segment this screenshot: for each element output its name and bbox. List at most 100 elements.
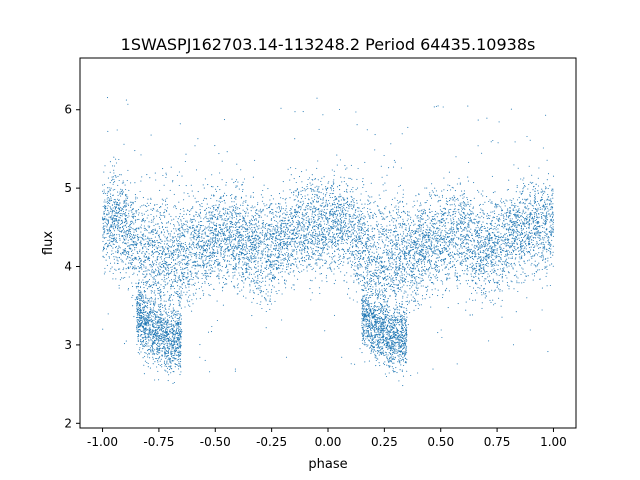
- data-point: [385, 237, 387, 239]
- data-point: [192, 277, 194, 279]
- data-point: [143, 255, 145, 257]
- data-point: [347, 261, 349, 263]
- data-point: [215, 228, 217, 231]
- data-point: [422, 231, 424, 233]
- data-point: [119, 191, 121, 193]
- data-point: [448, 229, 450, 232]
- data-point: [118, 208, 120, 210]
- data-point: [130, 244, 132, 246]
- data-point: [513, 228, 515, 231]
- data-point: [269, 270, 272, 272]
- data-point: [182, 233, 184, 235]
- data-point: [514, 237, 516, 239]
- data-point: [109, 230, 111, 232]
- data-point: [381, 226, 383, 228]
- data-point: [187, 280, 189, 282]
- data-point: [352, 254, 354, 256]
- data-point: [464, 229, 466, 231]
- data-point: [270, 244, 272, 246]
- data-point: [225, 181, 227, 184]
- data-point: [466, 234, 468, 236]
- data-point: [296, 224, 298, 226]
- data-point: [411, 236, 413, 238]
- data-point: [524, 206, 526, 208]
- data-point: [270, 266, 272, 268]
- data-point: [321, 177, 323, 179]
- data-point: [399, 275, 401, 277]
- data-point: [307, 227, 309, 229]
- data-point: [404, 211, 406, 213]
- data-point: [414, 246, 416, 248]
- data-point: [186, 267, 188, 269]
- data-point: [382, 279, 384, 281]
- data-point: [235, 247, 237, 249]
- data-point: [479, 217, 481, 219]
- data-point: [420, 250, 422, 252]
- data-point: [201, 277, 203, 280]
- data-point: [550, 233, 552, 235]
- data-point: [191, 208, 193, 210]
- data-point: [215, 260, 217, 263]
- data-point: [257, 257, 259, 259]
- data-point: [209, 207, 211, 209]
- data-point: [508, 257, 510, 259]
- data-point: [140, 231, 142, 233]
- data-point: [471, 270, 473, 272]
- data-point: [301, 181, 303, 183]
- data-point: [129, 238, 131, 240]
- data-point: [233, 259, 235, 261]
- data-point: [213, 215, 215, 217]
- data-point: [403, 292, 405, 294]
- data-point: [317, 179, 319, 181]
- data-point: [413, 264, 415, 266]
- data-point: [256, 232, 258, 234]
- data-point: [385, 248, 387, 250]
- data-point: [353, 256, 355, 258]
- data-point: [287, 272, 289, 274]
- data-point: [468, 236, 470, 238]
- data-point: [124, 249, 126, 251]
- data-point: [204, 263, 206, 265]
- data-point: [484, 271, 486, 273]
- data-point: [404, 267, 406, 269]
- data-point: [262, 226, 264, 228]
- data-point: [329, 192, 331, 195]
- data-point: [465, 234, 467, 236]
- data-point: [251, 252, 253, 254]
- data-point: [255, 223, 257, 225]
- data-point: [282, 181, 284, 183]
- data-point: [475, 215, 477, 217]
- data-point: [484, 252, 486, 254]
- data-point: [301, 212, 304, 214]
- data-point: [115, 256, 117, 258]
- data-point: [135, 234, 137, 236]
- data-point: [326, 243, 328, 245]
- data-point: [316, 221, 318, 224]
- data-point: [338, 267, 340, 269]
- data-point: [140, 237, 142, 239]
- data-point: [487, 254, 489, 256]
- data-point: [396, 248, 399, 250]
- data-point: [355, 244, 358, 246]
- data-point: [422, 238, 424, 240]
- data-point: [429, 247, 431, 249]
- data-point: [152, 272, 154, 274]
- data-point: [392, 240, 394, 242]
- data-point: [456, 253, 458, 255]
- data-point: [375, 213, 377, 215]
- data-point: [394, 292, 396, 294]
- data-point: [482, 264, 485, 266]
- data-point: [395, 257, 397, 259]
- data-point: [226, 265, 228, 267]
- data-point: [236, 233, 238, 235]
- data-point: [526, 231, 528, 233]
- data-point: [289, 235, 291, 237]
- data-point: [368, 271, 370, 273]
- data-point: [531, 262, 533, 264]
- data-point: [214, 262, 216, 264]
- data-point: [380, 236, 382, 238]
- data-point: [199, 215, 201, 217]
- data-point: [314, 208, 316, 210]
- data-point: [451, 186, 453, 188]
- data-point: [455, 269, 457, 271]
